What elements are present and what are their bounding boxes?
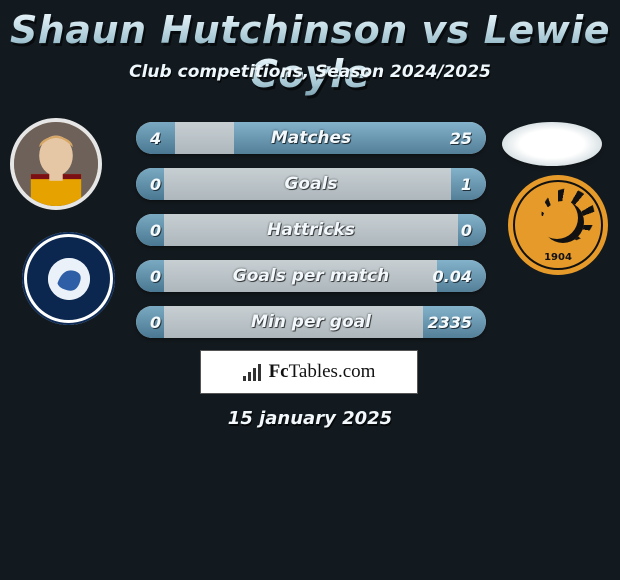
stat-value-left: 0 <box>136 214 175 246</box>
title-player1: Shaun Hutchinson <box>10 8 408 52</box>
title-vs: vs <box>422 8 470 52</box>
brand-box[interactable]: FcTables.com <box>200 350 418 394</box>
player1-club-badge <box>22 232 115 325</box>
brand-bar <box>248 372 251 381</box>
stat-value-left: 0 <box>136 260 175 292</box>
stats-container: 425Matches01Goals00Hattricks00.04Goals p… <box>136 122 486 352</box>
stat-value-right: 0 <box>447 214 486 246</box>
stat-row: 0 0Hattricks <box>136 214 486 246</box>
stat-label: Goals <box>136 168 486 200</box>
brand-prefix: Fc <box>269 361 289 382</box>
stat-value-right: 2335 <box>413 306 486 338</box>
stat-row: 4 25Matches <box>136 122 486 154</box>
title: Shaun Hutchinson vs Lewie Coyle <box>0 8 620 96</box>
brand-bars-icon <box>243 363 263 381</box>
brand-bar <box>253 368 256 381</box>
stat-row: 0 1Goals <box>136 168 486 200</box>
player1-club-emblem <box>48 258 90 300</box>
stat-value-left: 0 <box>136 168 175 200</box>
brand-bar <box>243 376 246 381</box>
stat-value-left: 4 <box>136 122 175 154</box>
player1-avatar-svg <box>14 122 98 206</box>
player2-avatar-placeholder <box>502 122 602 166</box>
brand-bar <box>258 364 261 381</box>
player1-avatar <box>10 118 102 210</box>
brand-rest: Tables.com <box>289 361 376 382</box>
stat-row: 00.04Goals per match <box>136 260 486 292</box>
player2-club-year: 1904 <box>508 252 608 263</box>
stat-value-right: 25 <box>436 122 486 154</box>
player2-club-badge: 1904 <box>508 175 608 275</box>
player2-club-tiger-head <box>542 201 584 243</box>
date-label: 15 january 2025 <box>0 408 620 429</box>
stat-row: 02335Min per goal <box>136 306 486 338</box>
stat-value-right: 1 <box>447 168 486 200</box>
comparison-card: Shaun Hutchinson vs Lewie Coyle Shaun Hu… <box>0 0 620 580</box>
brand-text: FcTables.com <box>269 361 376 383</box>
subtitle: Club competitions, Season 2024/2025 <box>0 62 620 82</box>
stat-label: Hattricks <box>136 214 486 246</box>
stat-label: Matches <box>136 122 486 154</box>
player1-club-inner <box>27 237 110 320</box>
stat-value-left: 0 <box>136 306 175 338</box>
stat-value-right: 0.04 <box>419 260 486 292</box>
